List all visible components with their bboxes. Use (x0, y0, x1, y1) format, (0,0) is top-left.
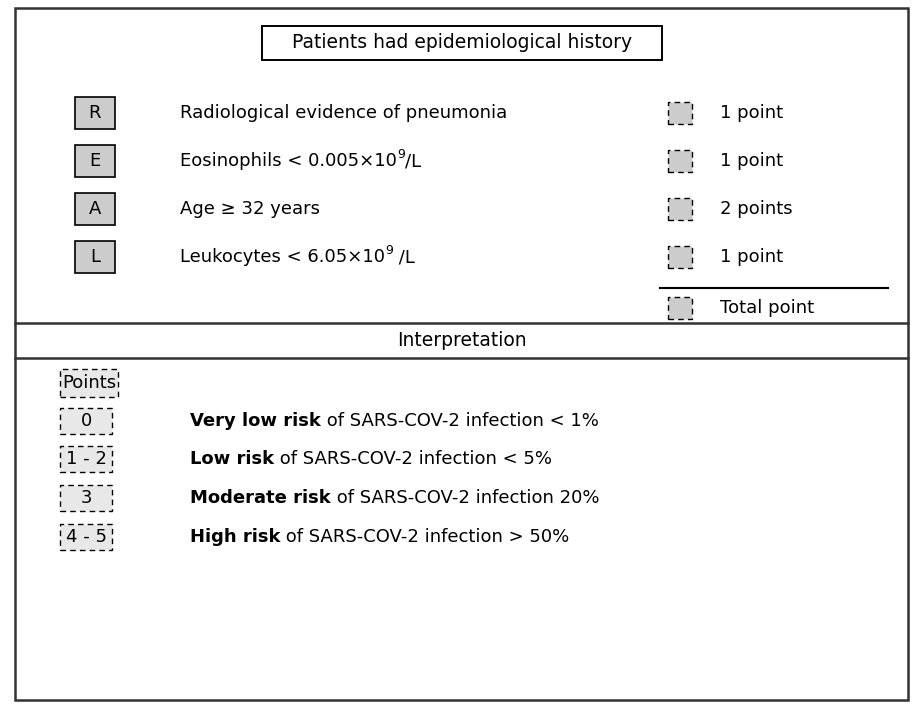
Text: Eosinophils < 0.005×10: Eosinophils < 0.005×10 (180, 152, 397, 170)
Text: of SARS-COV-2 infection > 50%: of SARS-COV-2 infection > 50% (281, 528, 570, 546)
Text: Moderate risk: Moderate risk (190, 489, 331, 507)
Bar (668, 198, 692, 220)
Bar (262, 26, 662, 60)
Text: Age ≥ 32 years: Age ≥ 32 years (180, 200, 320, 218)
Text: R: R (89, 104, 102, 122)
Text: 0: 0 (80, 412, 91, 430)
Text: Low risk: Low risk (190, 450, 274, 468)
Bar (60, 485, 112, 511)
Text: 1 point: 1 point (720, 248, 784, 266)
Text: 1 - 2: 1 - 2 (66, 450, 106, 468)
Text: /L: /L (393, 248, 415, 266)
Bar (60, 369, 118, 397)
Bar (60, 408, 112, 434)
Text: of SARS-COV-2 infection < 5%: of SARS-COV-2 infection < 5% (274, 450, 553, 468)
Bar (668, 246, 692, 268)
Text: 4 - 5: 4 - 5 (66, 528, 106, 546)
Bar (75, 145, 115, 177)
Text: High risk: High risk (190, 528, 281, 546)
Text: L: L (90, 248, 100, 266)
Text: Patients had epidemiological history: Patients had epidemiological history (292, 33, 632, 52)
Text: Points: Points (62, 374, 116, 392)
Text: Leukocytes < 6.05×10: Leukocytes < 6.05×10 (180, 248, 385, 266)
Bar (668, 102, 692, 124)
Bar (668, 297, 692, 319)
Text: E: E (90, 152, 101, 170)
Bar (75, 193, 115, 225)
Text: A: A (89, 200, 102, 218)
Bar (60, 524, 112, 550)
Text: Interpretation: Interpretation (396, 331, 527, 350)
Text: of SARS-COV-2 infection 20%: of SARS-COV-2 infection 20% (331, 489, 600, 507)
Text: /L: /L (405, 152, 420, 170)
Bar (60, 446, 112, 472)
Text: 9: 9 (397, 149, 405, 161)
Bar (75, 241, 115, 273)
Bar (668, 150, 692, 172)
Text: Very low risk: Very low risk (190, 412, 321, 430)
Text: 1 point: 1 point (720, 104, 784, 122)
Text: of SARS-COV-2 infection < 1%: of SARS-COV-2 infection < 1% (321, 412, 599, 430)
Text: 9: 9 (385, 244, 393, 258)
Text: Radiological evidence of pneumonia: Radiological evidence of pneumonia (180, 104, 507, 122)
Bar (75, 97, 115, 129)
Text: 2 points: 2 points (720, 200, 793, 218)
Text: Total point: Total point (720, 299, 814, 317)
Text: 1 point: 1 point (720, 152, 784, 170)
Text: 3: 3 (80, 489, 91, 507)
